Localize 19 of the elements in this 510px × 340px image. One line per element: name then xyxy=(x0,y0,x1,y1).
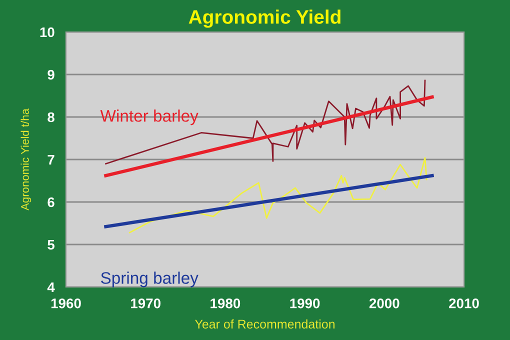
y-tick-label: 8 xyxy=(48,112,54,122)
x-tick-label: 1980 xyxy=(210,298,240,308)
series-label: Winter barley xyxy=(100,110,198,126)
x-axis-title: Year of Recommendation xyxy=(194,319,334,329)
chart-title: Agronomic Yield xyxy=(188,10,340,28)
line-series xyxy=(128,157,428,234)
y-tick-label: 6 xyxy=(48,197,54,208)
x-tick-label: 2010 xyxy=(449,298,479,308)
y-tick-label: 4 xyxy=(47,282,55,292)
text: Spring barley xyxy=(101,272,198,288)
x-tick-label: 2000 xyxy=(369,298,400,308)
y-tick-label: 9 xyxy=(48,70,54,80)
x-tick-label: 1970 xyxy=(131,298,160,308)
y-tick-label: 7 xyxy=(48,154,54,165)
y-tick-label: 10 xyxy=(40,27,54,38)
y-axis-title: Agronomic Yield t/ha xyxy=(20,108,32,210)
x-tick-label: 1960 xyxy=(51,298,81,308)
x-tick-label: 1990 xyxy=(290,298,320,308)
y-tick-label: 5 xyxy=(48,240,55,250)
